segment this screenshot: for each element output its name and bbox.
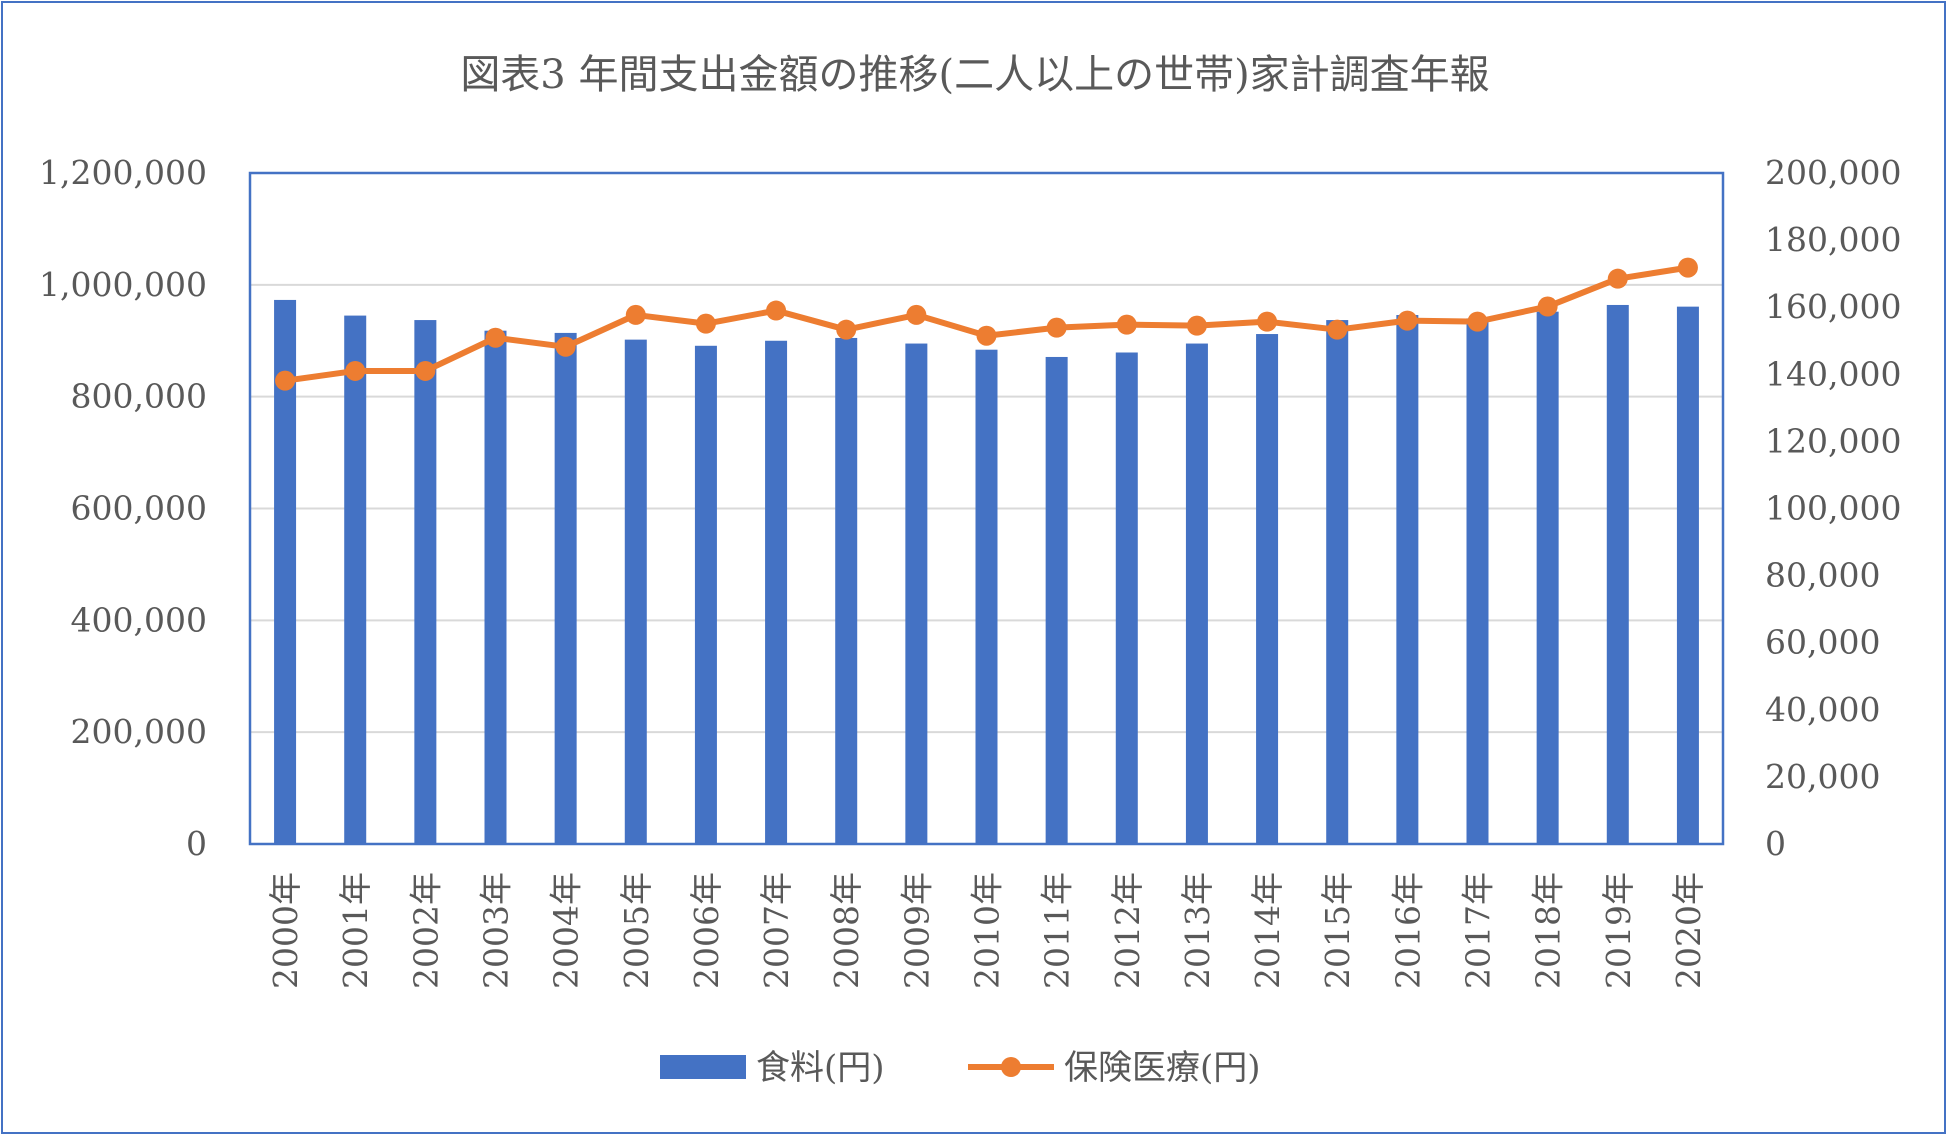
bar: [624, 339, 647, 844]
y-right-tick-label: 40,000: [1765, 690, 1880, 729]
x-tick-label: 2019年: [1599, 872, 1638, 989]
line-marker: [345, 360, 366, 381]
bar: [765, 340, 788, 844]
line-marker: [1467, 311, 1488, 332]
y-right-tick-label: 200,000: [1765, 153, 1901, 192]
line-marker: [1537, 296, 1558, 317]
line-marker: [1397, 310, 1418, 331]
x-tick-label: 2005年: [617, 872, 656, 989]
line-marker: [625, 304, 646, 325]
bar: [835, 337, 858, 844]
legend-marker: [1001, 1057, 1021, 1077]
y-left-tick-label: 1,200,000: [39, 153, 207, 192]
bar: [344, 315, 367, 844]
x-tick-label: 2016年: [1388, 872, 1427, 989]
line-marker: [1257, 311, 1278, 332]
line-marker: [766, 300, 787, 321]
line-marker: [415, 360, 436, 381]
line-marker: [1327, 319, 1348, 340]
x-tick-label: 2009年: [897, 872, 936, 989]
bar: [1466, 318, 1489, 845]
y-left-tick-label: 800,000: [71, 377, 207, 416]
legend-label: 保険医療(円): [1064, 1048, 1261, 1088]
y-right-tick-label: 160,000: [1765, 287, 1901, 326]
y-left-tick-label: 0: [186, 824, 207, 863]
bar: [1045, 356, 1068, 844]
y-right-tick-label: 0: [1765, 824, 1786, 863]
y-right-tick-label: 20,000: [1765, 757, 1880, 796]
x-tick-label: 2000年: [266, 872, 305, 989]
bar: [905, 343, 928, 844]
line-marker: [1677, 257, 1698, 278]
bar: [1185, 343, 1208, 844]
y-left-tick-label: 200,000: [71, 712, 207, 751]
x-tick-label: 2007年: [757, 872, 796, 989]
line-marker: [275, 370, 296, 391]
bar: [975, 349, 998, 844]
bar: [1536, 311, 1559, 844]
y-right-tick-label: 180,000: [1765, 220, 1901, 259]
bar: [1326, 320, 1349, 845]
y-left-tick-label: 600,000: [71, 489, 207, 528]
legend-label: 食料(円): [756, 1048, 885, 1088]
bar: [1396, 315, 1419, 844]
x-tick-label: 2020年: [1669, 872, 1708, 989]
y-right-tick-label: 100,000: [1765, 489, 1901, 528]
x-tick-label: 2013年: [1178, 872, 1217, 989]
bar: [694, 345, 717, 844]
legend-swatch-bar: [660, 1055, 746, 1079]
y-right-tick-label: 60,000: [1765, 623, 1880, 662]
y-right-tick-label: 80,000: [1765, 556, 1880, 595]
chart-title: 図表3 年間支出金額の推移(二人以上の世帯)家計調査年報: [460, 52, 1489, 98]
line-marker: [906, 304, 927, 325]
line-marker: [976, 325, 997, 346]
x-tick-label: 2017年: [1459, 872, 1498, 989]
bar: [414, 320, 437, 845]
y-right-tick-label: 120,000: [1765, 421, 1901, 460]
x-tick-label: 2015年: [1318, 872, 1357, 989]
bar: [1115, 352, 1138, 844]
x-tick-label: 2014年: [1248, 872, 1287, 989]
y-left-tick-label: 1,000,000: [39, 265, 207, 304]
bar: [484, 330, 507, 844]
x-tick-label: 2002年: [406, 872, 445, 989]
line-marker: [836, 319, 857, 340]
x-tick-label: 2012年: [1108, 872, 1147, 989]
x-tick-label: 2001年: [336, 872, 375, 989]
line-marker: [555, 336, 576, 357]
x-tick-label: 2004年: [547, 872, 586, 989]
line-marker: [485, 327, 506, 348]
x-tick-label: 2006年: [687, 872, 726, 989]
bar: [1256, 334, 1279, 844]
x-tick-label: 2018年: [1529, 872, 1568, 989]
x-tick-label: 2003年: [477, 872, 516, 989]
x-tick-label: 2011年: [1038, 872, 1077, 989]
y-right-tick-label: 140,000: [1765, 354, 1901, 393]
plot-area-border: [248, 171, 1725, 846]
x-tick-label: 2010年: [968, 872, 1007, 989]
bar: [1606, 304, 1629, 844]
line-marker: [1046, 317, 1067, 338]
line-marker: [1186, 315, 1207, 336]
bar: [274, 299, 297, 844]
x-tick-label: 2008年: [827, 872, 866, 989]
bar: [554, 332, 577, 844]
line-marker: [695, 313, 716, 334]
bar: [1676, 306, 1699, 844]
line-marker: [1607, 268, 1628, 289]
y-left-tick-label: 400,000: [71, 600, 207, 639]
line-marker: [1116, 314, 1137, 335]
